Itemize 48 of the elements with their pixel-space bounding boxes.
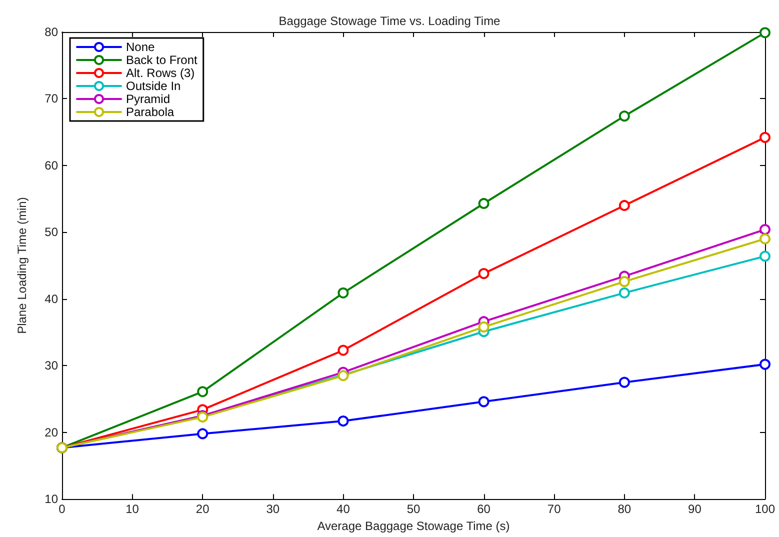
legend-label: Pyramid bbox=[126, 92, 170, 106]
y-tick-label: 10 bbox=[44, 492, 58, 506]
y-tick-label: 70 bbox=[44, 92, 58, 106]
point bbox=[618, 376, 630, 388]
x-tick-label: 0 bbox=[58, 502, 66, 516]
y-tick-label: 20 bbox=[44, 425, 58, 440]
point bbox=[760, 132, 770, 143]
x-tick-label: 100 bbox=[754, 502, 776, 516]
point bbox=[338, 344, 349, 356]
point bbox=[197, 428, 208, 440]
legend-label: Outside In bbox=[126, 79, 181, 93]
x-tick-label: 70 bbox=[547, 502, 562, 516]
legend-label: Alt. Rows (3) bbox=[126, 66, 195, 80]
x-tick-label: 20 bbox=[196, 502, 210, 516]
y-tick-label: 40 bbox=[44, 292, 58, 306]
legend-label: None bbox=[126, 40, 156, 54]
x-tick-label: 10 bbox=[126, 502, 140, 516]
point bbox=[760, 224, 770, 236]
x-tick-label: 60 bbox=[477, 502, 491, 516]
point bbox=[338, 416, 349, 427]
point bbox=[760, 250, 770, 262]
point bbox=[760, 27, 770, 38]
x-tick-label: 90 bbox=[688, 502, 702, 516]
y-axis-title: Plane Loading Time (min) bbox=[15, 197, 29, 334]
chart-title: Baggage Stowage Time vs. Loading Time bbox=[278, 14, 501, 28]
y-tick-label: 50 bbox=[44, 225, 58, 240]
legend-label: Parabola bbox=[126, 105, 174, 119]
point bbox=[478, 198, 490, 209]
point bbox=[197, 386, 208, 398]
point bbox=[618, 110, 630, 122]
point bbox=[478, 321, 490, 332]
legend-label: Back to Front bbox=[126, 53, 198, 67]
point bbox=[478, 268, 490, 280]
point bbox=[618, 287, 630, 298]
point bbox=[338, 287, 349, 298]
y-tick-label: 80 bbox=[44, 25, 58, 39]
point bbox=[760, 233, 770, 244]
x-tick-label: 80 bbox=[618, 502, 632, 516]
point bbox=[618, 200, 630, 211]
y-tick-label: 60 bbox=[44, 158, 58, 172]
point bbox=[760, 358, 770, 370]
point bbox=[618, 276, 630, 288]
x-tick-label: 30 bbox=[266, 502, 280, 516]
y-tick-label: 30 bbox=[44, 358, 58, 373]
point bbox=[478, 396, 490, 408]
x-tick-label: 40 bbox=[336, 502, 350, 516]
x-tick-label: 50 bbox=[406, 502, 420, 516]
x-axis-title: Average Baggage Stowage Time (s) bbox=[317, 519, 510, 533]
